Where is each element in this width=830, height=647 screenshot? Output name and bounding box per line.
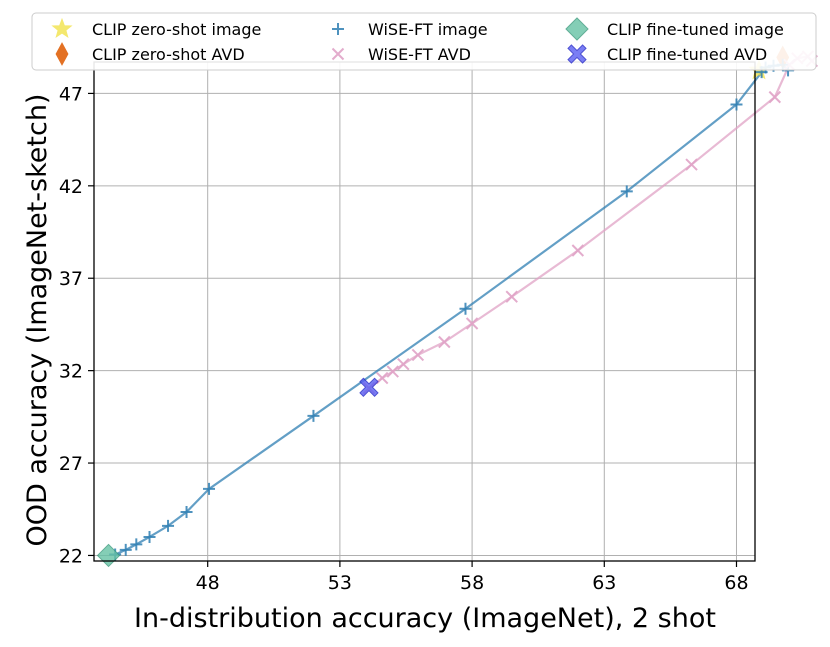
data-markers [96,45,819,568]
legend-label-4: CLIP fine-tuned image [607,20,784,39]
x-tick-label: 63 [592,572,616,594]
data-point-series-4 [96,543,121,568]
x-tick-label: 58 [460,572,484,594]
y-tick-label: 32 [59,361,83,383]
data-point-series-3 [386,365,399,378]
legend-marker-4 [565,17,589,41]
legend-label-0: CLIP zero-shot image [92,20,261,39]
axes: 48 53 58 63 68 22 27 32 37 42 47 [59,61,756,594]
data-point-series-2 [119,543,132,556]
legend-box [31,12,817,71]
legend: CLIP zero-shot image CLIP zero-shot AVD Wi… [31,12,817,71]
legend-marker-2 [332,23,344,35]
y-tick-label: 37 [59,268,83,290]
data-point-series-3 [505,290,518,303]
data-point-series-5 [359,377,379,397]
data-point-series-2 [459,302,472,315]
data-point-series-3 [438,335,451,349]
data-point-series-3 [685,158,698,171]
data-point-series-3 [397,357,410,371]
legend-marker-5 [567,44,587,64]
data-point-series-3 [768,90,782,104]
data-point-series-2 [130,538,143,551]
legend-label-1: CLIP zero-shot AVD [92,45,245,64]
data-point-series-2 [143,530,156,543]
legend-label-2: WiSE-FT image [368,20,488,39]
legend-label-3: WiSE-FT AVD [368,45,471,64]
y-tick-label: 47 [59,83,83,105]
y-axis-label: OOD accuracy (ImageNet-sketch) [22,94,53,547]
legend-marker-3 [331,47,345,61]
legend-marker-0 [51,17,73,39]
plot-frame [93,61,756,562]
data-point-series-2 [180,506,193,519]
series-line-2 [114,63,789,556]
legend-marker-1 [55,42,69,66]
y-tick-label: 42 [59,176,83,198]
data-point-series-3 [571,244,585,257]
data-point-series-3 [411,348,425,362]
y-tick-label: 22 [59,545,83,567]
x-tick-label: 53 [328,572,352,594]
data-point-series-2 [307,409,320,422]
data-point-series-3 [465,317,479,330]
data-point-series-2 [730,98,743,111]
data-point-series-2 [620,185,633,198]
x-axis-label: In-distribution accuracy (ImageNet), 2 s… [134,603,716,634]
x-tick-label: 48 [196,572,220,594]
data-point-series-2 [203,482,216,495]
grid [94,62,755,561]
series-line-3 [368,55,813,390]
y-tick-label: 27 [59,453,83,475]
legend-label-5: CLIP fine-tuned AVD [607,45,767,64]
series-lines [114,55,813,556]
data-point-series-2 [162,519,175,532]
x-tick-label: 68 [724,572,748,594]
